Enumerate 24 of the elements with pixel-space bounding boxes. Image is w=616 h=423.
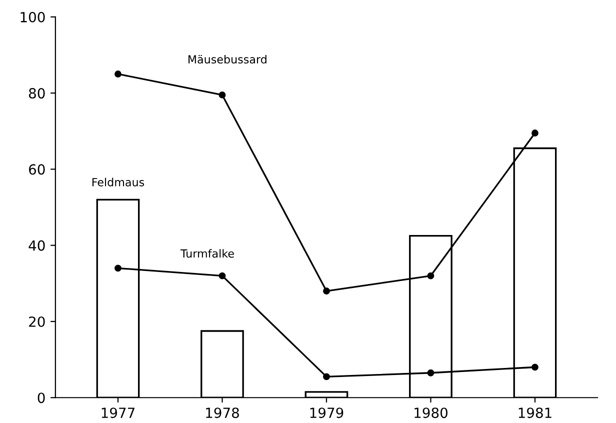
point bbox=[532, 130, 538, 137]
y-tick-label: 60 bbox=[29, 164, 45, 175]
x-tick-label: 1981 bbox=[518, 408, 552, 418]
x-tick-label: 1980 bbox=[414, 408, 448, 418]
x-tick-label: 1977 bbox=[102, 408, 134, 418]
x-tick-label: 1979 bbox=[310, 408, 344, 418]
y-tick-label: 80 bbox=[28, 88, 45, 99]
point bbox=[218, 91, 226, 98]
x-tick-label: 1978 bbox=[206, 408, 239, 418]
point bbox=[323, 288, 330, 294]
point bbox=[218, 272, 226, 280]
y-tick-label: 100 bbox=[20, 12, 45, 22]
series-label: Feldmaus bbox=[92, 178, 144, 186]
point bbox=[114, 70, 122, 78]
point bbox=[427, 369, 434, 376]
text: Mäusebussard bbox=[188, 54, 266, 64]
point bbox=[532, 364, 538, 371]
y-tick-label: 40 bbox=[28, 240, 45, 251]
y-tick-label: 20 bbox=[29, 316, 45, 327]
point bbox=[114, 264, 122, 272]
point bbox=[427, 272, 434, 280]
series-label: Turmfalke bbox=[180, 249, 234, 258]
y-tick-label: 0 bbox=[38, 392, 45, 404]
point bbox=[323, 373, 330, 380]
